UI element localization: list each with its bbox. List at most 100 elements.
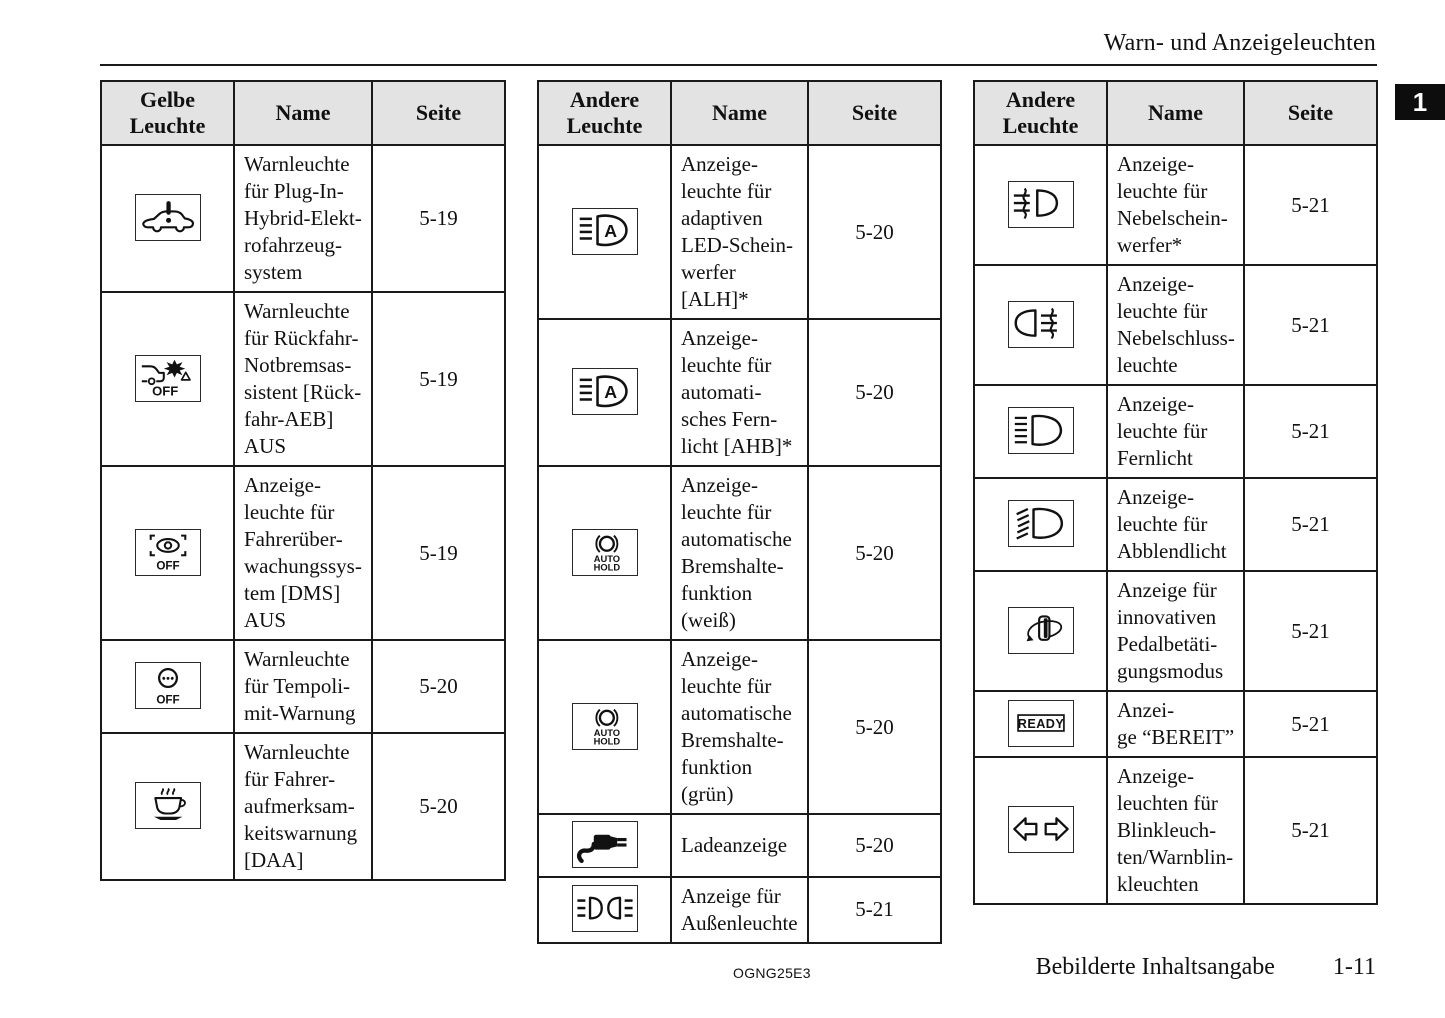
svg-text:READY: READY [1017,717,1064,731]
icon-box: READY [1007,699,1074,747]
turn-signal-icon [1012,816,1069,841]
name-cell: Warnleuchte für Rückfahr- Notbremsas- si… [233,291,373,467]
table-row: AUTO HOLD Anzeige- leuchte für automatis… [537,639,942,815]
icon-box [134,194,201,242]
icon-box [1007,407,1074,455]
page-cell: 5-20 [371,639,506,734]
column-header-page: Seite [1243,80,1378,146]
svg-text:AUTO: AUTO [593,728,619,738]
icon-box [1007,606,1074,654]
table-row: OFF Warnleuchte für Tempoli- mit-Warnung… [100,639,506,734]
column-header-page: Seite [807,80,942,146]
column-header-light: Andere Leuchte [537,80,672,146]
page-cell: 5-20 [807,465,942,641]
footer-page-number: 1-11 [1332,954,1376,980]
table-row: A Anzeige- leuchte für automati- sches F… [537,318,942,467]
table-row: Ladeanzeige 5-20 [537,813,942,878]
column-header-page: Seite [371,80,506,146]
exterior-lights-icon [576,896,633,920]
name-cell: Anzeige- leuchte für Nebelschluss- leuch… [1106,264,1245,386]
section-tab: 1 [1395,84,1445,120]
document-code: OGNG25E3 [733,965,811,981]
svg-text:OFF: OFF [156,560,179,573]
table-row: Warnleuchte für Fahrer- aufmerksam- keit… [100,732,506,881]
icon-box: AUTO HOLD [571,702,638,750]
footer-section-title: Bebilderte Inhaltsangabe [1035,954,1275,980]
table-row: Warnleuchte für Plug-In- Hybrid-Elekt- r… [100,144,506,293]
name-cell: Warnleuchte für Fahrer- aufmerksam- keit… [233,732,373,881]
page-cell: 5-21 [1243,477,1378,572]
name-cell: Anzei- ge “BEREIT” [1106,690,1245,758]
front-fog-light-icon [1013,188,1058,220]
table-row: Anzeige- leuchte für Fernlicht 5-21 [973,384,1378,479]
page-cell: 5-19 [371,144,506,293]
page-cell: 5-21 [1243,690,1378,758]
name-cell: Anzeige für innovativen Pedalbetäti- gun… [1106,570,1245,692]
icon-box [1007,300,1074,348]
speed-limit-warning-off-icon: OFF [156,667,179,706]
table-row: Anzeige für Außenleuchte 5-21 [537,875,942,944]
page-cell: 5-20 [807,639,942,815]
name-cell: Ladeanzeige [670,813,809,878]
gelbe-leuchte-table: Gelbe Leuchte Name Seite Warnleuchte für… [100,80,506,881]
page-cell: 5-21 [1243,264,1378,386]
page-cell: 5-21 [1243,756,1378,905]
name-cell: Anzeige- leuchte für Fernlicht [1106,384,1245,479]
table-header-row: Andere Leuchte Name Seite [973,80,1378,146]
page-cell: 5-19 [371,465,506,641]
page-title: Warn- und Anzeigeleuchten [1103,30,1376,56]
icon-box [571,885,638,933]
driver-attention-warning-icon [153,787,186,820]
column-header-name: Name [233,80,373,146]
table-header-row: Andere Leuchte Name Seite [537,80,942,146]
page-cell: 5-20 [807,318,942,467]
icon-box: A [571,368,638,416]
andere-leuchte-table-2: Andere Leuchte Name Seite Anzeige- leuch… [973,80,1378,905]
name-cell: Anzeige- leuchten für Blinkleuch- ten/Wa… [1106,756,1245,905]
svg-text:HOLD: HOLD [593,737,620,746]
icon-box [1007,500,1074,548]
table-row: OFF Anzeige- leuchte für Fahrerüber- wac… [100,465,506,641]
svg-text:OFF: OFF [152,384,178,399]
svg-text:OFF: OFF [156,693,179,706]
svg-text:HOLD: HOLD [593,563,620,572]
name-cell: Anzeige- leuchte für automatische Bremsh… [670,639,809,815]
column-header-light: Gelbe Leuchte [100,80,235,146]
footer: Bebilderte Inhaltsangabe 1-11 [1036,954,1376,981]
table-header-row: Gelbe Leuchte Name Seite [100,80,506,146]
icon-box: OFF [134,528,201,576]
name-cell: Anzeige- leuchte für Fahrerüber- wachung… [233,465,373,641]
name-cell: Anzeige für Außenleuchte [670,875,809,944]
name-cell: Anzeige- leuchte für automatische Bremsh… [670,465,809,641]
page-cell: 5-20 [807,144,942,320]
rear-aeb-off-icon: OFF [141,360,191,399]
table-row: Anzeige- leuchte für Abblendlicht 5-21 [973,477,1378,572]
driver-monitoring-off-icon: OFF [149,534,186,573]
auto-hold-white-icon: AUTO HOLD [593,535,620,572]
charging-plug-icon [576,834,627,863]
table-row: Anzeige- leuchte für Nebelschein- werfer… [973,144,1378,266]
pedal-mode-icon [1026,615,1062,642]
page-cell: 5-19 [371,291,506,467]
adaptive-led-headlight-icon: A [579,214,628,247]
name-cell: Warnleuchte für Plug-In- Hybrid-Elekt- r… [233,144,373,293]
page-cell: 5-20 [807,813,942,878]
table-row: A Anzeige- leuchte für adaptiven LED-Sch… [537,144,942,320]
icon-box [1007,806,1074,854]
icon-box: OFF [134,662,201,710]
page-cell: 5-20 [371,732,506,881]
table-row: Anzeige- leuchten für Blinkleuch- ten/Wa… [973,756,1378,905]
auto-hold-green-icon: AUTO HOLD [593,709,620,746]
icon-box: A [571,207,638,255]
high-beam-icon [1014,414,1062,446]
table-row: AUTO HOLD Anzeige- leuchte für automatis… [537,465,942,641]
table-row: Anzeige für innovativen Pedalbetäti- gun… [973,570,1378,692]
name-cell: Anzeige- leuchte für adaptiven LED-Schei… [670,144,809,320]
name-cell: Anzeige- leuchte für Abblendlicht [1106,477,1245,572]
svg-text:A: A [604,382,617,402]
name-cell: Anzeige- leuchte für Nebelschein- werfer… [1106,144,1245,266]
andere-leuchte-table-1: Andere Leuchte Name Seite A Anzeige- leu… [537,80,942,944]
name-cell: Warnleuchte für Tempoli- mit-Warnung [233,639,373,734]
header-rule [100,64,1377,66]
